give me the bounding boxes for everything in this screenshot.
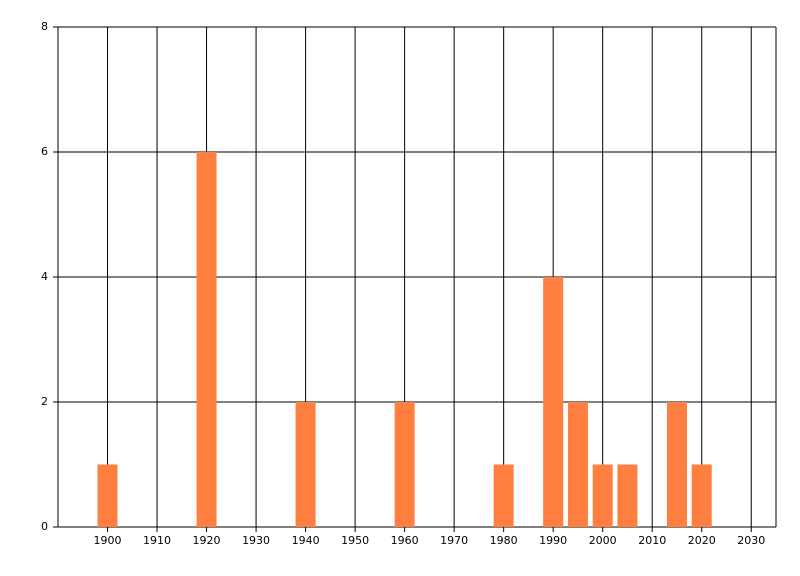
bar bbox=[394, 402, 415, 527]
x-tick-label: 2000 bbox=[589, 534, 617, 547]
x-tick-label: 1970 bbox=[440, 534, 468, 547]
bar bbox=[543, 277, 564, 527]
x-tick-label: 1950 bbox=[341, 534, 369, 547]
x-tick-label: 2010 bbox=[638, 534, 666, 547]
bar bbox=[592, 464, 613, 527]
bar bbox=[617, 464, 638, 527]
x-tick-label: 1960 bbox=[391, 534, 419, 547]
y-tick-label: 0 bbox=[41, 520, 48, 533]
bar bbox=[567, 402, 588, 527]
bar bbox=[97, 464, 118, 527]
x-tick-label: 1910 bbox=[143, 534, 171, 547]
bar bbox=[691, 464, 712, 527]
y-tick-label: 2 bbox=[41, 395, 48, 408]
y-tick-label: 6 bbox=[41, 145, 48, 158]
x-tick-label: 1940 bbox=[292, 534, 320, 547]
bar bbox=[493, 464, 514, 527]
x-tick-label: 1990 bbox=[539, 534, 567, 547]
bar bbox=[666, 402, 687, 527]
x-tick-label: 1920 bbox=[193, 534, 221, 547]
x-tick-label: 1900 bbox=[94, 534, 122, 547]
x-tick-label: 1930 bbox=[242, 534, 270, 547]
bar bbox=[295, 402, 316, 527]
y-tick-label: 8 bbox=[41, 20, 48, 33]
y-tick-label: 4 bbox=[41, 270, 48, 283]
x-tick-label: 1980 bbox=[490, 534, 518, 547]
x-tick-label: 2030 bbox=[737, 534, 765, 547]
bar bbox=[196, 152, 217, 527]
x-tick-label: 2020 bbox=[688, 534, 716, 547]
